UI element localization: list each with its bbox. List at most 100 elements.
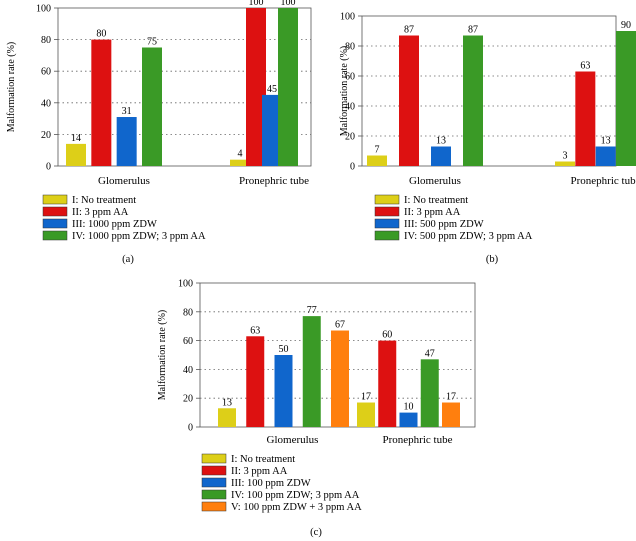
chart-3-legend-label: III: 100 ppm ZDW — [231, 478, 311, 489]
chart-3-ytick-label: 0 — [188, 423, 193, 434]
chart-1-category-label: Glomerulus — [98, 175, 150, 187]
chart-2-bar — [595, 146, 616, 166]
chart-1-legend-label: III: 1000 ppm ZDW — [72, 219, 157, 230]
chart-2-bar — [616, 31, 636, 166]
chart-2-legend-label: II: 3 ppm AA — [404, 207, 461, 218]
chart-2-bar — [431, 146, 451, 166]
chart-3-data-label: 50 — [279, 344, 289, 355]
chart-1-data-label: 100 — [249, 0, 264, 8]
chart-3-y-axis-label: Malformation rate (%) — [157, 310, 168, 401]
chart-1-ytick-label: 80 — [41, 35, 51, 46]
chart-3-data-label: 47 — [425, 348, 435, 359]
chart-3-legend-swatch — [201, 453, 227, 464]
chart-1-panel-label: (a) — [122, 254, 134, 265]
chart-2-data-label: 13 — [436, 136, 446, 147]
chart-3-ytick-label: 60 — [183, 336, 193, 347]
chart-2-bar — [463, 35, 483, 166]
chart-3-legend-swatch — [201, 501, 227, 512]
chart-3-legend-label: IV: 100 ppm ZDW; 3 ppm AA — [231, 490, 360, 501]
chart-1-ytick-label: 20 — [41, 130, 51, 141]
chart-1-ytick-label: 0 — [46, 162, 51, 173]
chart-1-data-label: 4 — [238, 149, 243, 160]
chart-2-legend-swatch — [374, 218, 400, 229]
chart-2-panel-label: (b) — [486, 254, 499, 265]
chart-1-legend-swatch — [42, 218, 68, 229]
chart-1: 0 20 40 60 80 100 Malformation rate (%) 14 80 31 7… — [6, 0, 312, 265]
chart-1-data-label: 14 — [71, 133, 81, 144]
chart-2-legend-swatch — [374, 194, 400, 205]
chart-3-bar — [218, 408, 236, 427]
chart-3-legend-label: I: No treatment — [231, 454, 295, 465]
chart-1-data-label: 31 — [122, 106, 132, 117]
chart-2-legend-label: I: No treatment — [404, 195, 468, 206]
chart-1-legend-label: IV: 1000 ppm ZDW; 3 ppm AA — [72, 231, 206, 242]
chart-1-bar — [142, 47, 162, 166]
chart-1-legend-swatch — [42, 230, 68, 241]
chart-2-ytick-label: 20 — [345, 132, 355, 143]
chart-1-y-axis-label: Malformation rate (%) — [6, 42, 17, 133]
chart-3-bar — [420, 359, 439, 427]
chart-1-bar — [246, 8, 266, 166]
chart-1-category-label: Pronephric tube — [239, 175, 309, 187]
chart-1-data-label: 100 — [281, 0, 296, 8]
chart-2-legend-swatch — [374, 206, 400, 217]
chart-2-ytick-label: 60 — [345, 72, 355, 83]
chart-2: 0 20 40 60 80 100 Malformation rate (%) 7 87 13 87… — [339, 12, 636, 265]
chart-1-plot-frame — [57, 7, 312, 167]
chart-3-bar — [378, 340, 397, 427]
chart-2-bar — [367, 155, 387, 166]
chart-3-bar — [399, 412, 418, 427]
chart-3-bar — [246, 336, 265, 427]
chart-1-bar — [116, 117, 137, 166]
chart-3-bar — [357, 402, 375, 427]
chart-3-data-label: 60 — [382, 330, 392, 341]
chart-1-ytick-label: 40 — [41, 98, 51, 109]
chart-1-legend-label: II: 3 ppm AA — [72, 207, 129, 218]
chart-3-data-label: 17 — [361, 392, 371, 403]
chart-3-ytick-label: 100 — [178, 279, 193, 290]
chart-3-legend-label: II: 3 ppm AA — [231, 466, 288, 477]
chart-2-legend-label: III: 500 ppm ZDW — [404, 219, 484, 230]
chart-3-data-label: 10 — [404, 402, 414, 413]
chart-3-ytick-label: 20 — [183, 394, 193, 405]
chart-3-data-label: 63 — [250, 325, 260, 336]
chart-2-ytick-label: 40 — [345, 102, 355, 113]
chart-3-category-label: Glomerulus — [267, 434, 319, 446]
chart-1-legend-swatch — [42, 194, 68, 205]
chart-2-ytick-label: 80 — [345, 42, 355, 53]
chart-3-legend-swatch — [201, 489, 227, 500]
chart-1-bar — [91, 39, 112, 166]
chart-2-ytick-label: 100 — [340, 12, 355, 23]
chart-2-legend-swatch — [374, 230, 400, 241]
chart-2-data-label: 3 — [563, 151, 568, 162]
chart-3-bar — [274, 355, 293, 427]
chart-2-ytick-label: 0 — [350, 162, 355, 173]
chart-1-ytick-label: 100 — [36, 4, 51, 15]
chart-3-data-label: 17 — [446, 392, 456, 403]
chart-3-bar — [331, 330, 349, 427]
chart-3-legend-label: V: 100 ppm ZDW + 3 ppm AA — [231, 502, 362, 513]
chart-3-bar — [442, 402, 460, 427]
chart-1-data-label: 80 — [96, 29, 106, 40]
chart-2-data-label: 87 — [468, 25, 478, 36]
chart-2-data-label: 7 — [375, 145, 380, 156]
chart-3-data-label: 67 — [335, 320, 345, 331]
chart-2-data-label: 90 — [621, 20, 631, 31]
chart-1-legend-label: I: No treatment — [72, 195, 136, 206]
chart-3: 0 20 40 60 80 100 Malformation rate (%) 13 63 50 7… — [157, 279, 476, 538]
chart-2-bar — [575, 71, 596, 166]
chart-1-ytick-label: 60 — [41, 67, 51, 78]
chart-1-legend-swatch — [42, 206, 68, 217]
chart-1-bar — [230, 159, 250, 166]
chart-3-data-label: 13 — [222, 397, 232, 408]
chart-3-panel-label: (c) — [310, 527, 322, 538]
chart-2-category-label: Glomerulus — [409, 175, 461, 187]
chart-3-bar — [302, 316, 321, 427]
chart-2-bar — [399, 35, 419, 166]
chart-3-data-label: 77 — [307, 305, 317, 316]
chart-2-data-label: 87 — [404, 25, 414, 36]
